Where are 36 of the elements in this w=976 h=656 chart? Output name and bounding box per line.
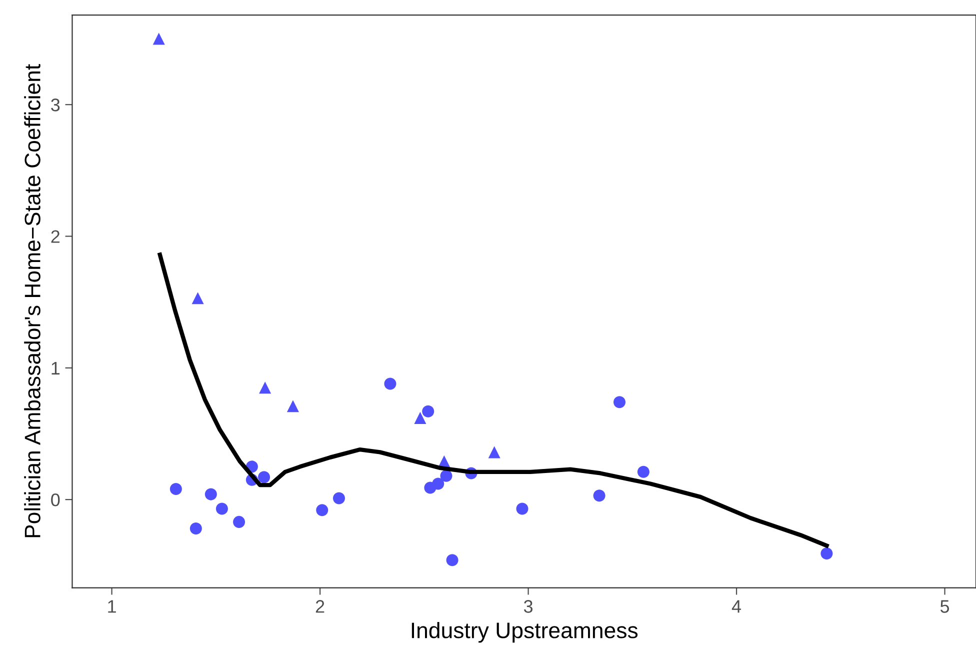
- y-tick-label: 0: [51, 494, 60, 506]
- point: [192, 292, 204, 304]
- point: [233, 516, 246, 528]
- point: [316, 504, 328, 516]
- x-tick-label: 2: [316, 600, 324, 613]
- y-tick-label: 1: [52, 362, 60, 374]
- point: [488, 446, 500, 458]
- point: [446, 554, 458, 566]
- x-tick-label: 3: [524, 600, 533, 613]
- x-tick-label: 5: [940, 600, 950, 613]
- point: [516, 502, 528, 515]
- x-tick-label: 1: [108, 600, 116, 613]
- x-tick-label: 4: [732, 600, 742, 613]
- point: [820, 548, 833, 560]
- point: [286, 400, 299, 412]
- point: [440, 470, 452, 482]
- point: [190, 522, 202, 535]
- point: [170, 483, 182, 496]
- point: [613, 396, 626, 408]
- point: [422, 405, 434, 418]
- point: [204, 488, 217, 500]
- point: [152, 32, 165, 45]
- y-tick-label: 2: [51, 230, 60, 243]
- point: [384, 378, 396, 390]
- point: [259, 382, 272, 394]
- point: [332, 492, 345, 504]
- y-axis-title: Politician Ambassador's Home−State Coefficient: [24, 64, 40, 538]
- point: [432, 478, 444, 490]
- point: [637, 466, 650, 478]
- point: [216, 502, 228, 515]
- x-axis-title: Industry Upstreamness: [412, 622, 638, 643]
- y-tick-label: 3: [51, 98, 60, 112]
- point: [593, 490, 606, 502]
- point: [414, 412, 426, 424]
- point: [258, 471, 270, 484]
- line-series: [158, 252, 829, 548]
